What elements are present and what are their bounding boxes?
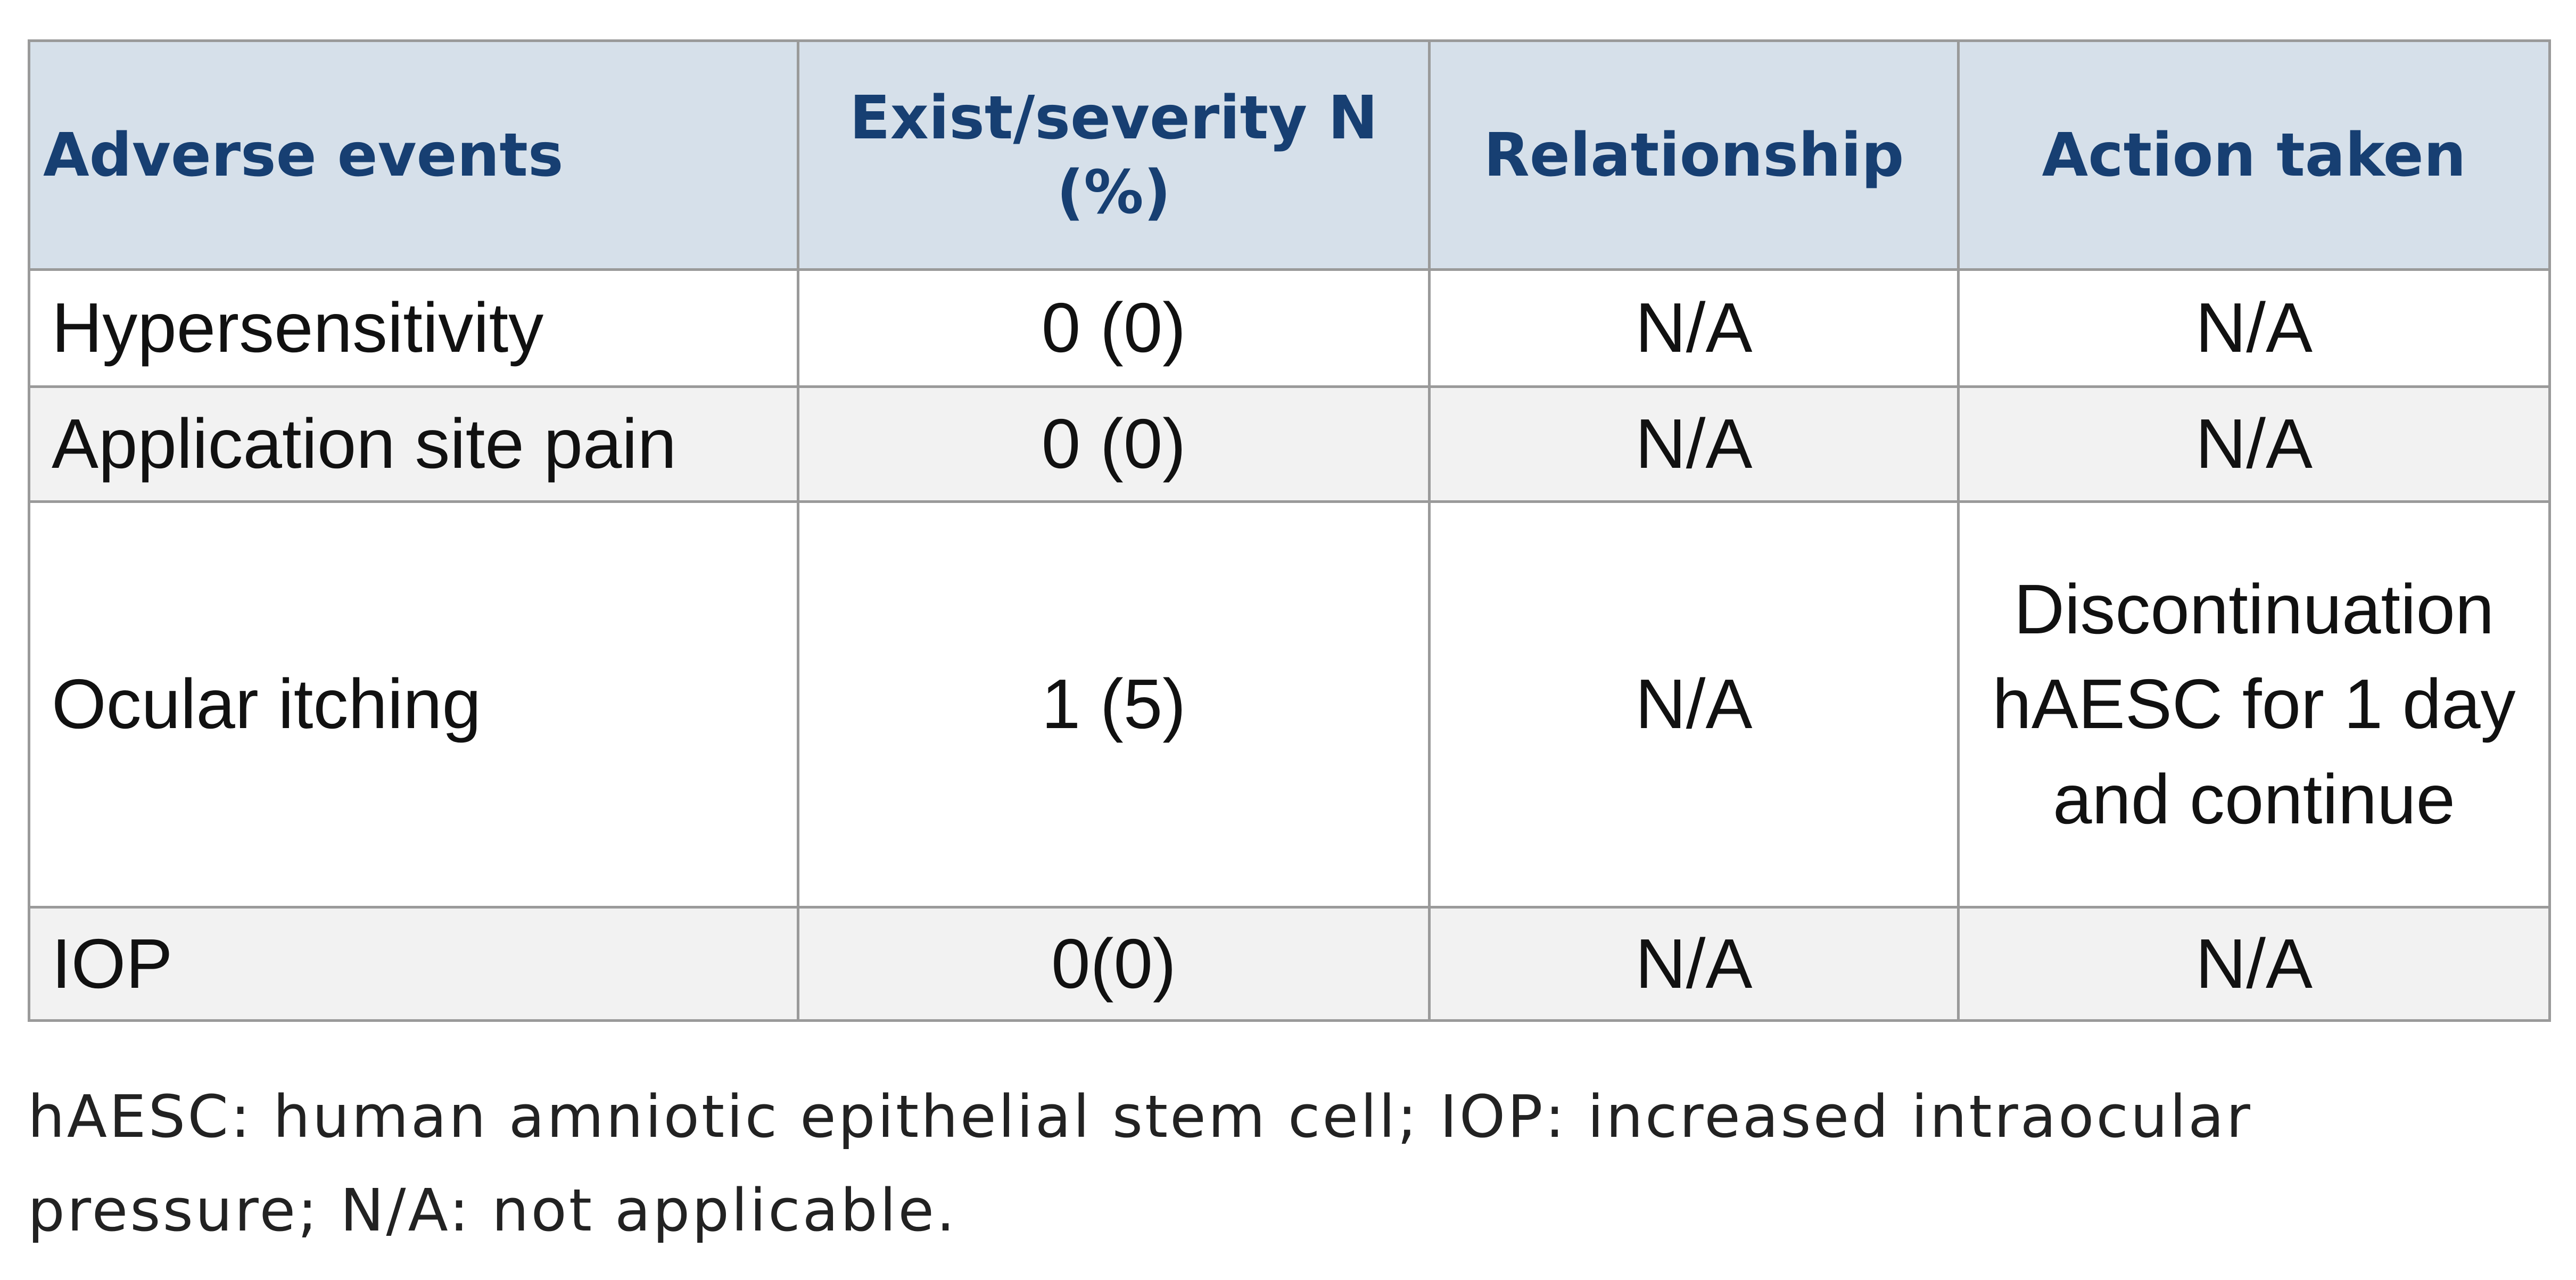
table-cell: N/A xyxy=(1957,906,2551,1022)
table-cell: Application site pain xyxy=(28,385,799,503)
table-row: Hypersensitivity 0 (0) N/A N/A xyxy=(28,268,2551,388)
table-cell: 0 (0) xyxy=(797,385,1431,503)
table-cell: Discontinuation hAESC for 1 day and cont… xyxy=(1957,500,2551,909)
table-cell: N/A xyxy=(1957,385,2551,503)
adverse-events-table: Adverse events Exist/severity N (%) Relati… xyxy=(28,39,2551,1022)
table-cell: N/A xyxy=(1428,385,1960,503)
header-cell: Adverse events xyxy=(28,39,799,271)
table-cell: N/A xyxy=(1428,906,1960,1022)
table-cell: N/A xyxy=(1428,500,1960,909)
table-cell: Ocular itching xyxy=(28,500,799,909)
table-cell: 1 (5) xyxy=(797,500,1431,909)
table-cell: 0(0) xyxy=(797,906,1431,1022)
header-row: Adverse events Exist/severity N (%) Relati… xyxy=(28,39,2551,271)
header-cell: Relationship xyxy=(1428,39,1960,271)
header-cell: Exist/severity N (%) xyxy=(797,39,1431,271)
footnote: hAESC: human amniotic epithelial stem ce… xyxy=(28,1083,2252,1244)
table-cell: N/A xyxy=(1957,268,2551,388)
header-cell: Action taken xyxy=(1957,39,2551,271)
table-row: Application site pain 0 (0) N/A N/A xyxy=(28,385,2551,503)
table-cell: IOP xyxy=(28,906,799,1022)
table-body: Hypersensitivity 0 (0) N/A N/A Application s… xyxy=(28,268,2551,1022)
table-cell: 0 (0) xyxy=(797,268,1431,388)
table-row: IOP 0(0) N/A N/A xyxy=(28,906,2551,1022)
table-cell: Hypersensitivity xyxy=(28,268,799,388)
table-cell: N/A xyxy=(1428,268,1960,388)
table-row: Ocular itching 1 (5) N/A Discontinuation hA… xyxy=(28,500,2551,909)
